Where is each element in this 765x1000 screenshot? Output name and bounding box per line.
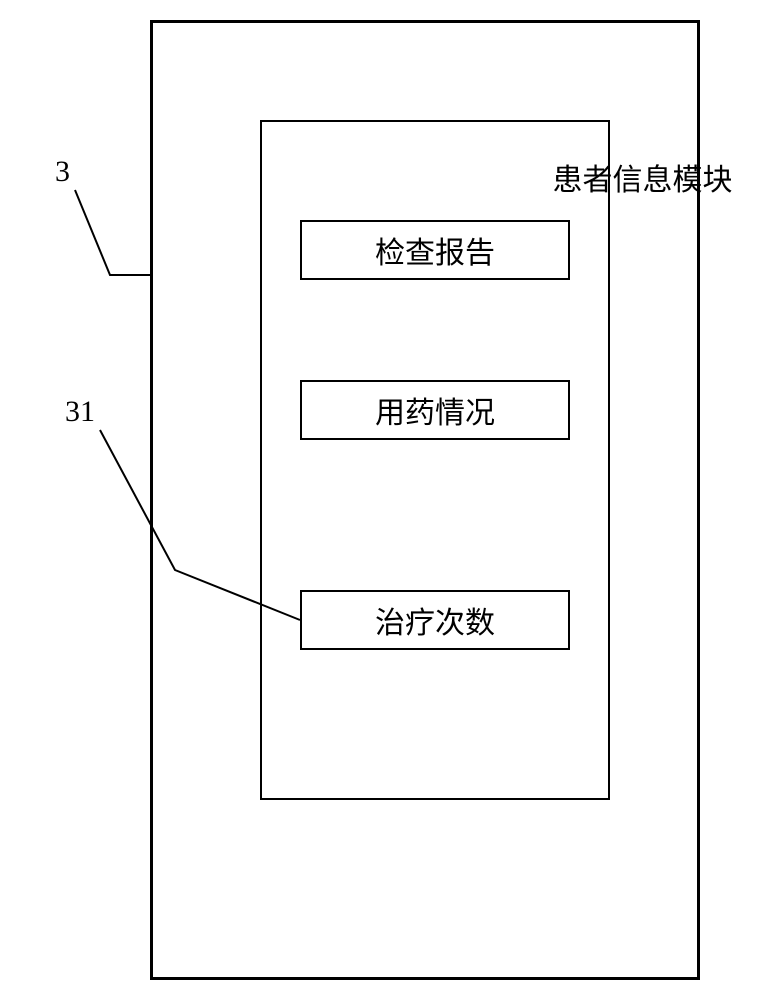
item-label-treatment-count: 治疗次数	[375, 598, 495, 642]
leader-line-3	[75, 190, 150, 275]
item-label-exam-report: 检查报告	[375, 228, 495, 272]
item-exam-report: 检查报告	[300, 220, 570, 280]
item-treatment-count: 治疗次数	[300, 590, 570, 650]
module-title: 患者信息模块	[260, 155, 765, 199]
item-medication: 用药情况	[300, 380, 570, 440]
reference-label-31: 31	[65, 395, 95, 429]
item-label-medication: 用药情况	[375, 388, 495, 432]
reference-label-3: 3	[55, 155, 70, 189]
